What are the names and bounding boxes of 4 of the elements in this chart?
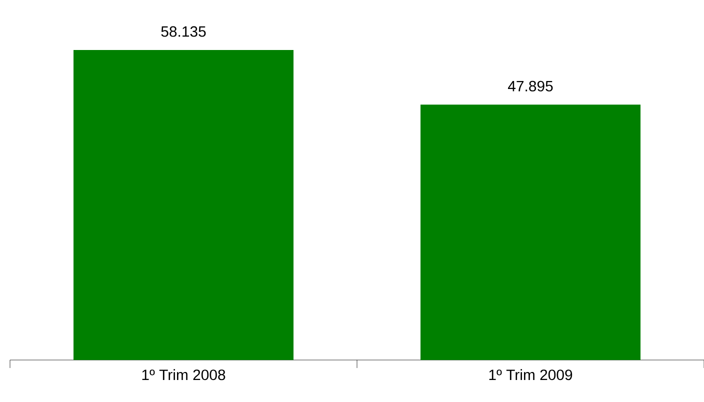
data-label: 47.895 [508,80,553,92]
x-tick-label: 1º Trim 2008 [142,369,226,380]
data-label: 58.135 [161,26,206,37]
x-tick-label: 1º Trim 2009 [489,369,572,380]
